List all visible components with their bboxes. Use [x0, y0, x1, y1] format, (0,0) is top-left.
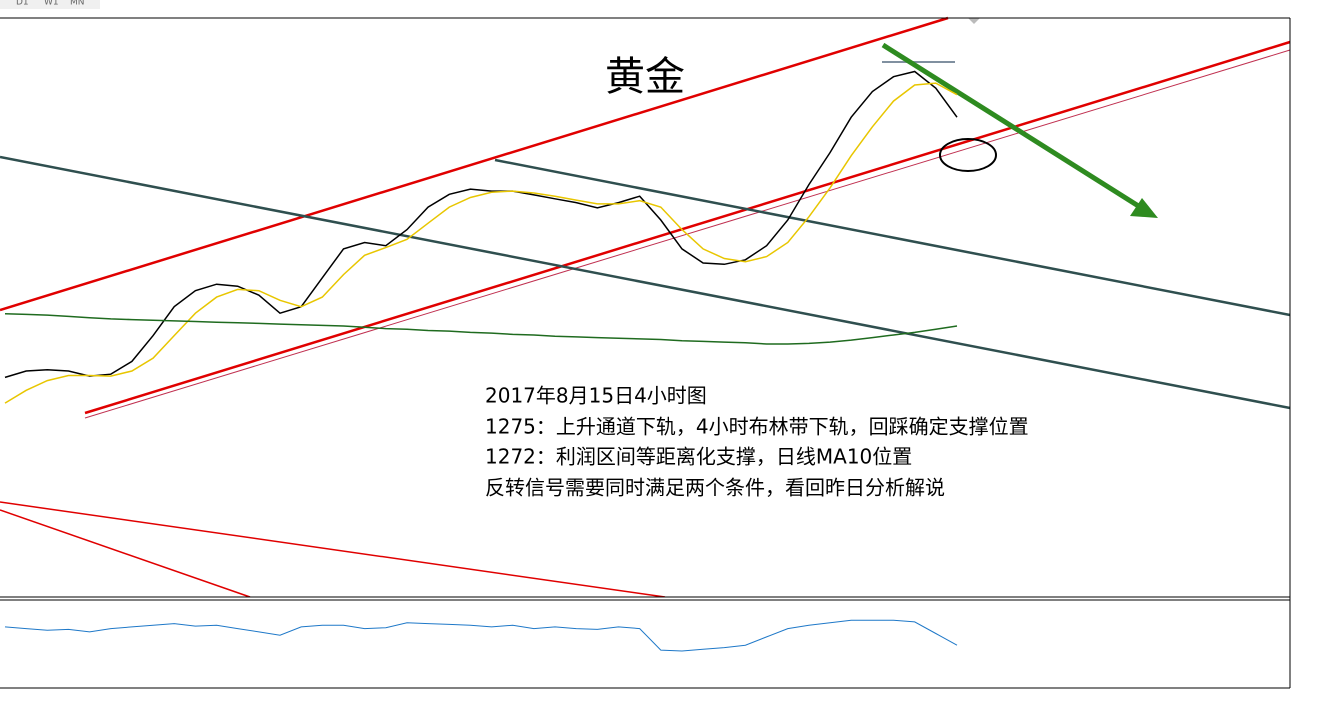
chart-title: 黄金	[605, 54, 685, 100]
timeframe-bar	[0, 0, 100, 9]
shift-marker	[968, 18, 980, 24]
trend-line	[0, 501, 666, 598]
moving-average	[4, 313, 958, 345]
panel-gap	[0, 597, 1290, 600]
annotation: 反转信号需要同时满足两个条件，看回昨日分析解说	[485, 476, 945, 500]
down-channel-lower	[0, 155, 1291, 410]
annotation: 1272：利润区间等距离化支撑，日线MA10位置	[485, 445, 912, 469]
highlight-circle	[939, 138, 997, 172]
arrow-head	[1130, 198, 1158, 218]
channel-upper	[0, 16, 949, 312]
channel-lower	[84, 40, 1291, 415]
marks-layer	[4, 70, 958, 652]
trend-lines	[0, 16, 1291, 598]
annotation: 2017年8月15日4小时图	[485, 384, 707, 408]
down-channel-upper	[494, 158, 1291, 317]
forecast-arrow	[881, 42, 1142, 210]
timeframe-tab[interactable]: D1	[16, 0, 29, 8]
timeframe-tab[interactable]: W1	[44, 0, 59, 8]
trend-line	[0, 509, 251, 598]
annotation: 1275：上升通道下轨，4小时布林带下轨，回踩确定支撑位置	[485, 415, 1029, 439]
moving-average	[4, 82, 958, 404]
timeframe-tab[interactable]: MN	[70, 0, 85, 8]
indicator-line	[4, 619, 958, 652]
